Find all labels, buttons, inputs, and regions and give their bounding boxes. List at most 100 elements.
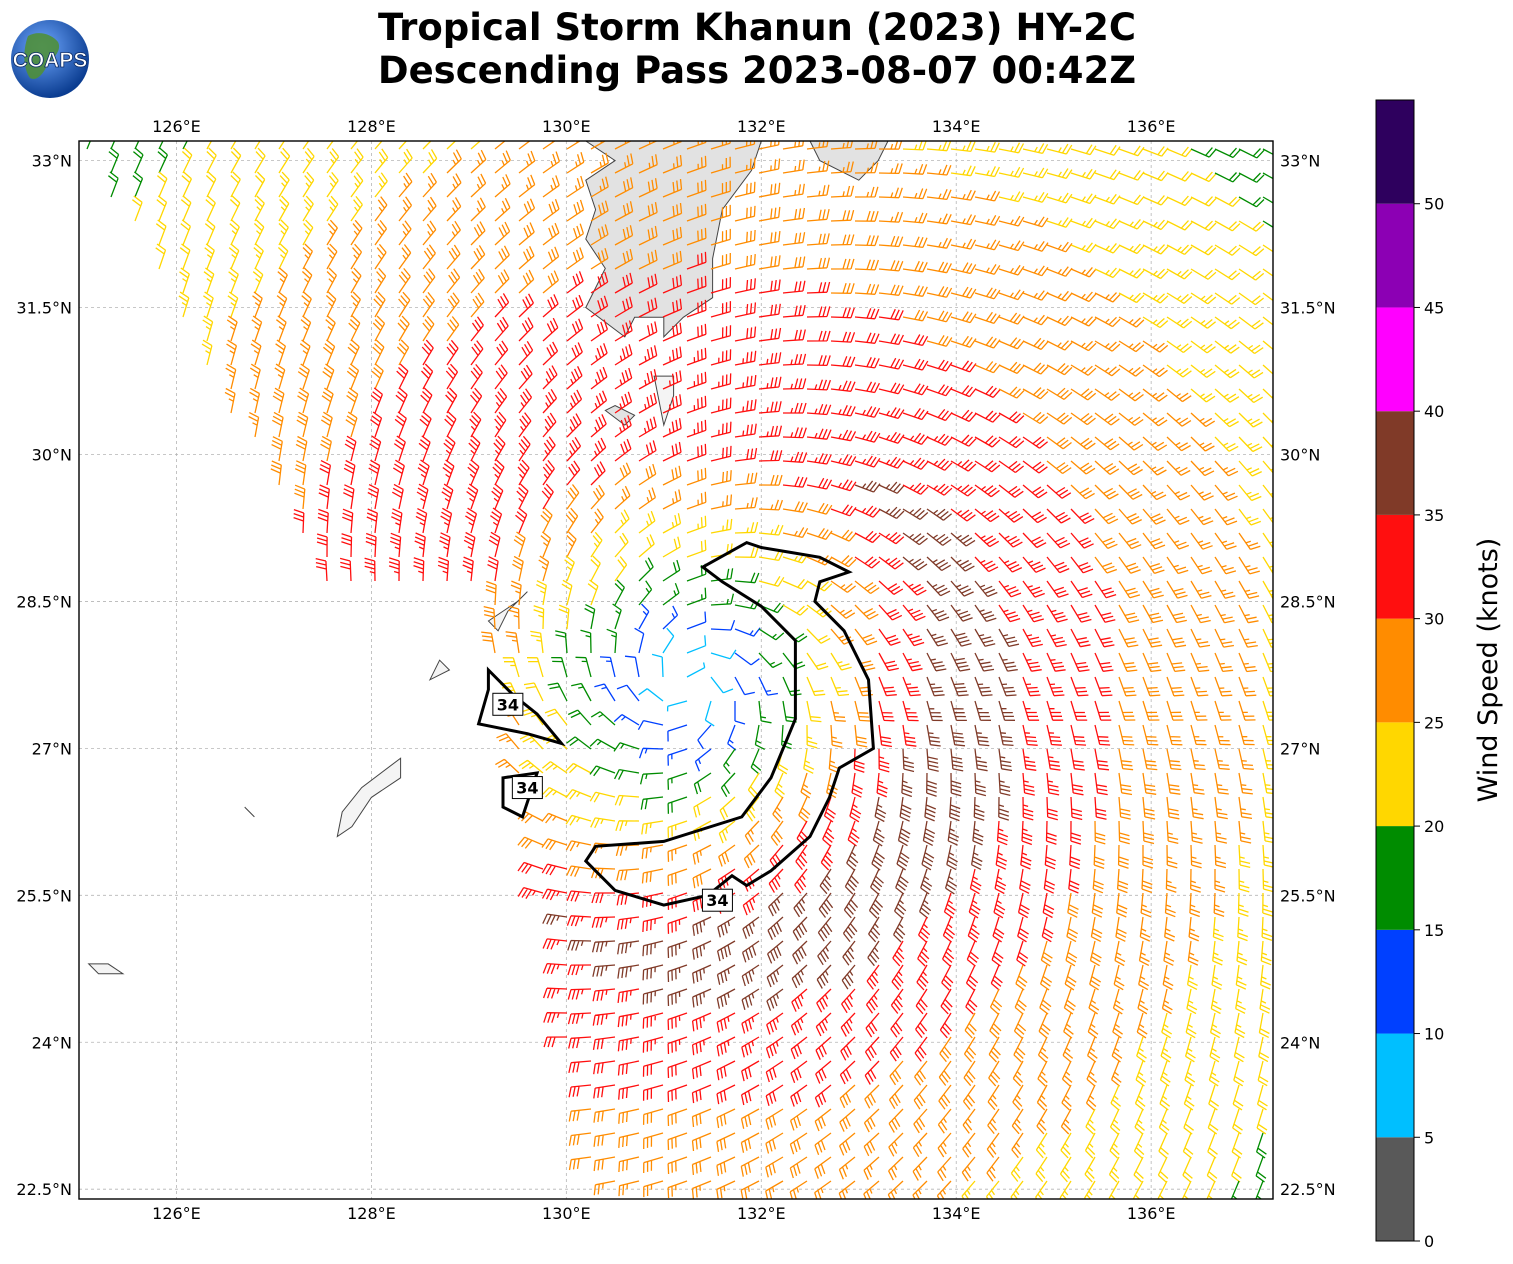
wind-barb xyxy=(555,630,568,654)
wind-barb xyxy=(1064,964,1077,991)
wind-barb xyxy=(651,653,664,678)
wind-barb xyxy=(944,868,957,895)
lat-tick-label-left: 30°N xyxy=(32,445,72,464)
wind-barb xyxy=(942,916,956,943)
wind-barb xyxy=(230,171,241,198)
wind-barb xyxy=(590,366,608,390)
wind-barb xyxy=(566,271,584,294)
wind-barb xyxy=(1046,168,1073,180)
wind-barb xyxy=(416,483,429,510)
wind-barb xyxy=(638,534,655,558)
okinawa-island xyxy=(336,757,402,838)
wind-barb xyxy=(543,1012,568,1023)
wind-barb xyxy=(988,1036,1001,1063)
wind-barb xyxy=(536,580,547,606)
wind-barb xyxy=(254,141,261,150)
wind-barb xyxy=(710,619,736,631)
wind-barb xyxy=(710,141,731,150)
wind-barb xyxy=(1166,340,1193,354)
wind-barb xyxy=(986,1132,1000,1158)
wind-barb xyxy=(754,724,765,750)
wind-barb xyxy=(1188,916,1200,942)
wind-barb xyxy=(1136,1012,1148,1039)
wind-barb xyxy=(998,628,1020,648)
wind-barb xyxy=(961,1180,976,1199)
wind-barb xyxy=(686,467,707,486)
wind-barb xyxy=(974,410,1001,423)
wind-barb xyxy=(590,437,607,462)
wind-barb xyxy=(854,724,868,748)
wind-barb xyxy=(913,1084,928,1110)
wind-barb xyxy=(297,387,310,414)
wind-barb xyxy=(1238,364,1264,379)
wind-barb xyxy=(1214,244,1241,256)
wind-barb xyxy=(720,772,736,798)
lat-tick-label-left: 24°N xyxy=(32,1033,72,1052)
wind-barb xyxy=(612,603,622,630)
wind-barb xyxy=(782,141,805,150)
kume-island xyxy=(244,806,255,818)
wind-barb xyxy=(591,916,616,928)
wind-barb xyxy=(766,940,784,964)
wind-barb xyxy=(544,708,568,726)
wind-barb xyxy=(1214,796,1228,820)
wind-barb xyxy=(740,1180,760,1199)
wind-barb xyxy=(839,1084,856,1109)
wind-barb xyxy=(614,225,634,246)
wind-barb xyxy=(568,1036,592,1049)
wind-barb xyxy=(614,201,634,222)
wind-barb xyxy=(614,462,632,486)
wind-barb xyxy=(590,484,605,510)
wind-barb xyxy=(765,1084,784,1106)
wind-barb xyxy=(841,964,856,990)
colorbar-tick-label: 40 xyxy=(1424,402,1444,421)
wind-barb xyxy=(1190,844,1202,869)
wind-barb xyxy=(638,747,664,759)
wind-barb xyxy=(437,556,450,582)
wind-barb xyxy=(1094,772,1108,796)
wind-barb xyxy=(1085,1084,1097,1111)
wind-barb xyxy=(1238,172,1265,183)
wind-barb xyxy=(993,892,1006,919)
wind-barb xyxy=(271,436,283,462)
wind-barb xyxy=(614,391,633,414)
wind-barb xyxy=(841,988,856,1014)
wind-barb xyxy=(614,141,633,150)
wind-barb xyxy=(347,339,360,366)
wind-barb xyxy=(1011,1132,1024,1159)
wind-barb xyxy=(1118,580,1141,599)
wind-barb xyxy=(814,1108,832,1132)
wind-barb xyxy=(758,206,781,222)
wind-barb xyxy=(590,414,607,438)
wind-barb xyxy=(741,1060,760,1082)
colorbar-label: Wind Speed (knots) xyxy=(1473,538,1504,803)
wind-barb xyxy=(878,187,903,199)
wind-barb xyxy=(275,339,287,366)
wind-barb xyxy=(589,765,616,777)
wind-barb xyxy=(1094,652,1114,672)
wind-barb xyxy=(902,432,929,446)
wind-barb xyxy=(1084,1156,1096,1183)
wind-barb xyxy=(1183,1084,1195,1111)
wind-barb xyxy=(1109,1132,1120,1159)
wind-barb xyxy=(854,530,881,544)
wind-barb xyxy=(1070,484,1095,500)
wind-barb xyxy=(593,1180,616,1196)
wind-barb xyxy=(1166,412,1192,427)
wind-barb xyxy=(1190,748,1206,771)
wind-barb xyxy=(947,820,960,846)
wind-barb xyxy=(1238,220,1265,232)
wind-barb xyxy=(422,172,437,198)
wind-barb xyxy=(878,481,905,494)
wind-barb xyxy=(1118,484,1143,500)
wind-barb xyxy=(1046,217,1073,228)
wind-barb xyxy=(902,188,928,200)
wind-barb xyxy=(494,197,511,222)
wind-barb xyxy=(998,532,1023,548)
wind-barb xyxy=(734,229,756,246)
wind-barb xyxy=(1070,412,1096,426)
wind-barb xyxy=(1116,868,1129,894)
wind-barb xyxy=(974,676,993,697)
wind-barb xyxy=(806,233,830,246)
